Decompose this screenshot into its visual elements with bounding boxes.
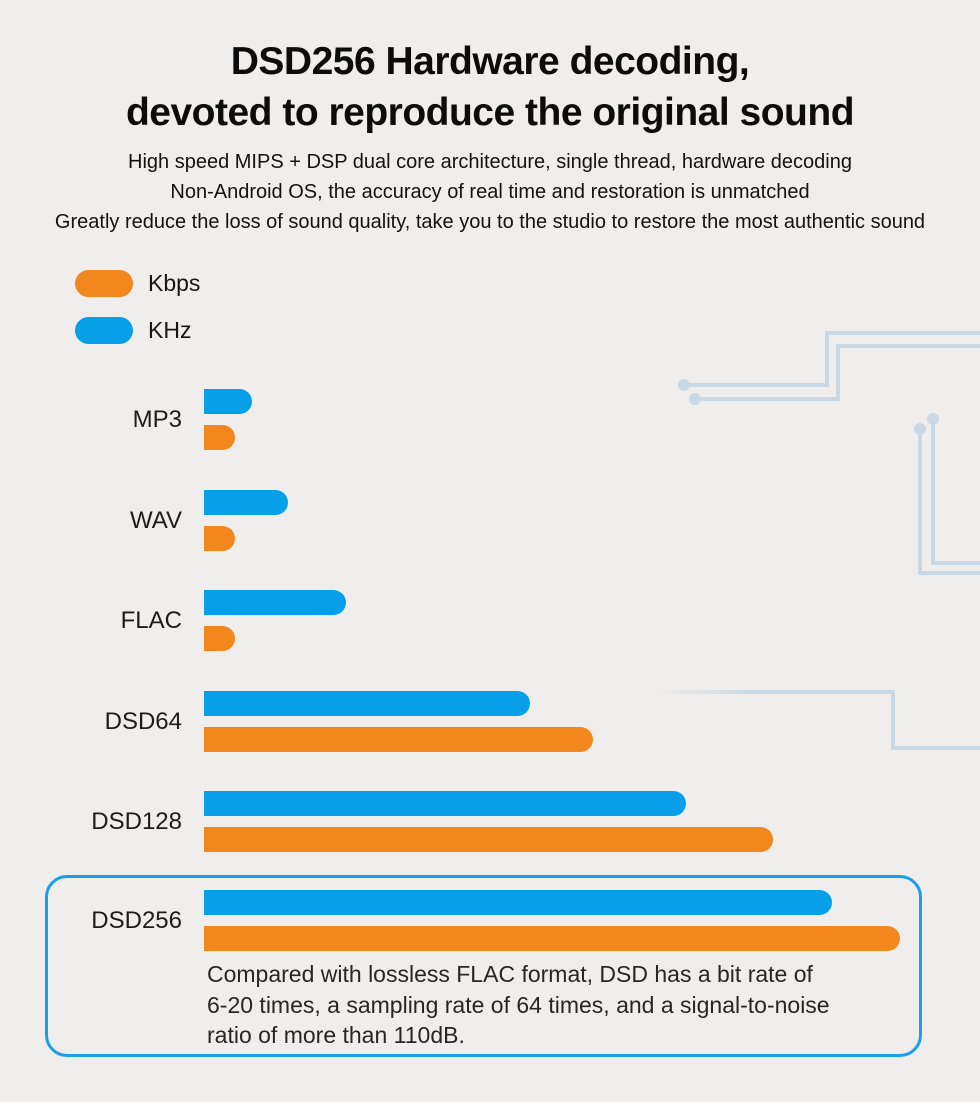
page-title-line2: devoted to reproduce the original sound bbox=[125, 91, 855, 134]
row-label: WAV bbox=[130, 506, 182, 534]
description-line1: Compared with lossless FLAC format, DSD … bbox=[207, 961, 813, 987]
chart-row: FLAC bbox=[0, 590, 980, 651]
legend-item-kbps: Kbps bbox=[75, 270, 200, 297]
legend-label-kbps: Kbps bbox=[148, 270, 201, 296]
row-label: DSD64 bbox=[104, 707, 182, 735]
page-title-line1: DSD256 Hardware decoding, bbox=[230, 40, 750, 83]
chart-row: DSD256 bbox=[0, 890, 980, 951]
circuit-trace-top-1 bbox=[686, 331, 980, 387]
subtitle-line2: Non-Android OS, the accuracy of real tim… bbox=[170, 181, 810, 203]
dsd256-description: Compared with lossless FLAC format, DSD … bbox=[207, 959, 907, 1051]
khz-bar bbox=[204, 389, 252, 414]
subtitle-line1: High speed MIPS + DSP dual core architec… bbox=[128, 151, 852, 173]
kbps-bar bbox=[204, 425, 235, 450]
row-label: DSD128 bbox=[91, 807, 182, 835]
khz-bar bbox=[204, 890, 832, 915]
chart-row: DSD64 bbox=[0, 691, 980, 752]
kbps-bar bbox=[204, 926, 900, 951]
description-line2: 6-20 times, a sampling rate of 64 times,… bbox=[207, 991, 830, 1018]
kbps-bar bbox=[204, 727, 593, 752]
subtitle-line3: Greatly reduce the loss of sound quality… bbox=[54, 211, 926, 233]
chart-row: WAV bbox=[0, 490, 980, 551]
dsd256-highlight-box bbox=[45, 875, 922, 1057]
kbps-bar bbox=[204, 827, 773, 852]
row-label: FLAC bbox=[120, 606, 182, 634]
kbps-bar bbox=[204, 626, 235, 651]
khz-bar bbox=[204, 691, 530, 716]
legend-label-khz: KHz bbox=[148, 317, 192, 343]
chart-row: MP3 bbox=[0, 389, 980, 450]
kbps-swatch-icon bbox=[75, 270, 133, 297]
page-title: DSD256 Hardware decoding, devoted to rep… bbox=[0, 36, 980, 138]
kbps-bar bbox=[204, 526, 235, 551]
khz-swatch-icon bbox=[75, 317, 133, 344]
description-line3: ratio of more than 110dB. bbox=[207, 1022, 465, 1048]
khz-bar bbox=[204, 791, 686, 816]
row-label: DSD256 bbox=[91, 906, 182, 934]
page-subtitle: High speed MIPS + DSP dual core architec… bbox=[0, 147, 980, 237]
legend-item-khz: KHz bbox=[75, 317, 191, 344]
khz-bar bbox=[204, 490, 288, 515]
chart-row: DSD128 bbox=[0, 791, 980, 852]
row-label: MP3 bbox=[132, 405, 182, 433]
khz-bar bbox=[204, 590, 346, 615]
